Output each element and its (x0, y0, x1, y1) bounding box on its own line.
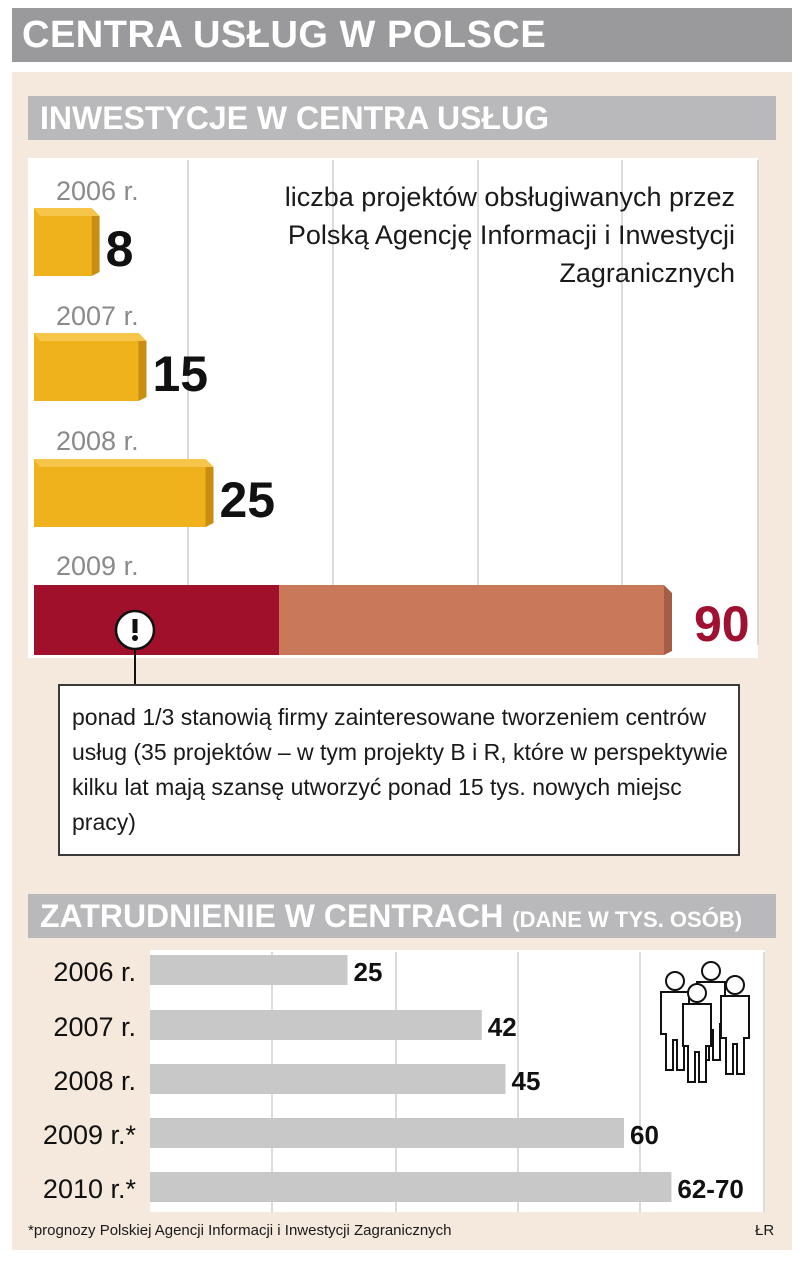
bar-side-0 (91, 208, 100, 276)
emp-bar-4 (150, 1172, 672, 1202)
emp-year-label-4: 2010 r.* (43, 1174, 137, 1204)
note-text: ponad 1/3 stanowią firmy zainteresowane … (72, 704, 728, 835)
emp-year-label-1: 2007 r. (53, 1012, 136, 1042)
bar-3 (279, 585, 664, 655)
year-label-2: 2008 r. (56, 426, 139, 456)
employment-title-main: ZATRUDNIENIE W CENTRACH (40, 898, 504, 934)
year-label-0: 2006 r. (56, 176, 139, 206)
bar-side-3 (664, 585, 672, 655)
value-label-2: 25 (220, 472, 276, 528)
emp-bar-0 (150, 955, 348, 985)
people-icon (660, 961, 750, 1083)
emp-value-label-3: 60 (630, 1120, 659, 1150)
credit: ŁR (755, 1222, 775, 1239)
bar-side-1 (138, 333, 147, 401)
investments-chart: 2006 r. 8 2007 r. 15 2008 r. 25 2009 r. 90 (34, 160, 759, 684)
employment-title-unit: (DANE W TYS. OSÓB) (512, 907, 743, 932)
value-label-3: 90 (694, 596, 750, 652)
bar-2 (34, 459, 206, 527)
bar-top-0 (34, 208, 100, 216)
bar-side-2 (205, 459, 214, 527)
footnote: *prognozy Polskiej Agencji Informacji i … (28, 1222, 452, 1239)
year-label-1: 2007 r. (56, 301, 139, 331)
emp-year-label-2: 2008 r. (53, 1066, 136, 1096)
emp-value-label-2: 45 (512, 1066, 541, 1096)
emp-value-label-0: 25 (354, 957, 383, 987)
section-employment-title: ZATRUDNIENIE W CENTRACH (DANE W TYS. OSÓ… (40, 898, 742, 935)
year-label-3: 2009 r. (56, 551, 139, 581)
section-employment-header: ZATRUDNIENIE W CENTRACH (DANE W TYS. OSÓ… (28, 894, 776, 938)
main-title-bar: CENTRA USŁUG W POLSCE (12, 8, 792, 62)
bar-highlight (34, 585, 279, 655)
section-investments-header: INWESTYCJE W CENTRA USŁUG (28, 96, 776, 140)
emp-bar-1 (150, 1010, 482, 1040)
investments-chart-area (28, 158, 758, 658)
emp-value-label-1: 42 (488, 1012, 517, 1042)
emp-bar-2 (150, 1064, 506, 1094)
exclamation-icon (114, 609, 156, 651)
value-label-0: 8 (106, 221, 134, 277)
bar-top-1 (34, 333, 147, 341)
note-box: ponad 1/3 stanowią firmy zainteresowane … (58, 684, 740, 856)
bar-1 (34, 333, 139, 401)
main-title: CENTRA USŁUG W POLSCE (22, 14, 547, 56)
emp-bar-3 (150, 1118, 624, 1148)
bar-0 (34, 208, 92, 276)
emp-year-label-0: 2006 r. (53, 957, 136, 987)
bar-top-2 (34, 459, 214, 467)
emp-value-label-4: 62-70 (677, 1174, 744, 1204)
investments-chart-title: liczba projektów obsługiwanych przez Pol… (284, 182, 735, 288)
section-investments-title: INWESTYCJE W CENTRA USŁUG (40, 100, 550, 136)
emp-year-label-3: 2009 r.* (43, 1120, 137, 1150)
value-label-1: 15 (153, 346, 209, 402)
